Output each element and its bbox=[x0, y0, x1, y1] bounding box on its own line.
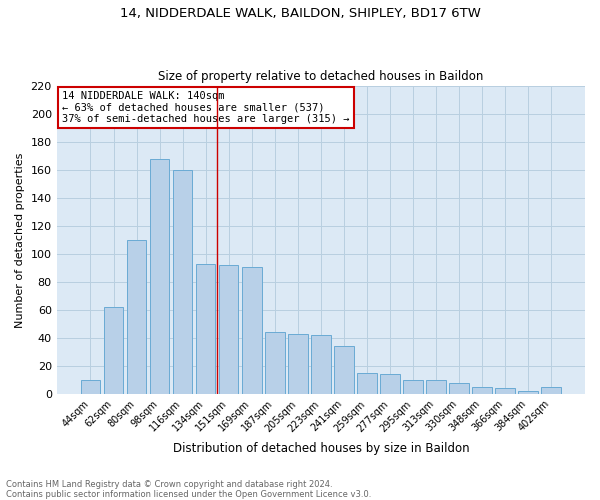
Bar bbox=[219, 265, 238, 394]
Bar bbox=[449, 382, 469, 394]
Bar bbox=[80, 380, 100, 394]
Bar bbox=[242, 266, 262, 394]
Bar bbox=[518, 391, 538, 394]
Title: Size of property relative to detached houses in Baildon: Size of property relative to detached ho… bbox=[158, 70, 484, 84]
Bar bbox=[541, 387, 561, 394]
Text: Contains HM Land Registry data © Crown copyright and database right 2024.
Contai: Contains HM Land Registry data © Crown c… bbox=[6, 480, 371, 499]
Bar bbox=[496, 388, 515, 394]
Text: 14 NIDDERDALE WALK: 140sqm
← 63% of detached houses are smaller (537)
37% of sem: 14 NIDDERDALE WALK: 140sqm ← 63% of deta… bbox=[62, 90, 349, 124]
Bar bbox=[311, 335, 331, 394]
Bar bbox=[196, 264, 215, 394]
Bar bbox=[150, 159, 169, 394]
Bar bbox=[173, 170, 193, 394]
Bar bbox=[357, 373, 377, 394]
Bar bbox=[127, 240, 146, 394]
Text: 14, NIDDERDALE WALK, BAILDON, SHIPLEY, BD17 6TW: 14, NIDDERDALE WALK, BAILDON, SHIPLEY, B… bbox=[119, 8, 481, 20]
Bar bbox=[380, 374, 400, 394]
Bar bbox=[403, 380, 423, 394]
Bar bbox=[104, 307, 123, 394]
Bar bbox=[472, 387, 492, 394]
Bar bbox=[426, 380, 446, 394]
Bar bbox=[288, 334, 308, 394]
X-axis label: Distribution of detached houses by size in Baildon: Distribution of detached houses by size … bbox=[173, 442, 469, 455]
Y-axis label: Number of detached properties: Number of detached properties bbox=[15, 152, 25, 328]
Bar bbox=[265, 332, 284, 394]
Bar bbox=[334, 346, 353, 394]
